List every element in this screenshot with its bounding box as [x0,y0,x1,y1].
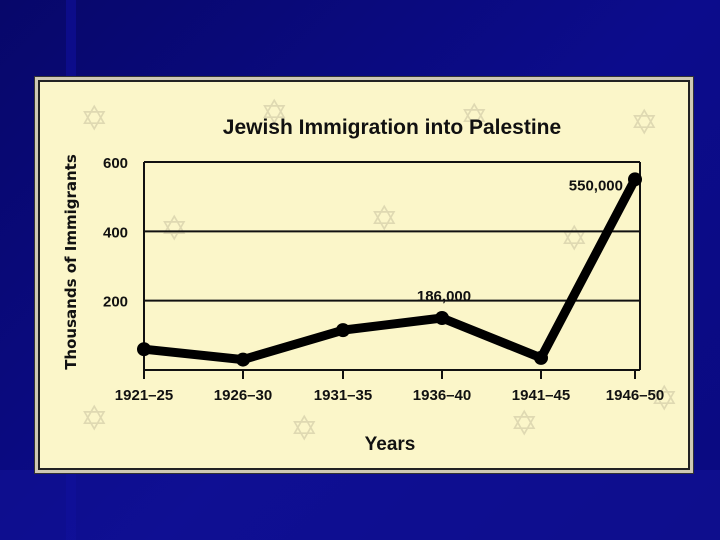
x-tick-label: 1936–40 [413,387,471,404]
x-tick-label: 1941–45 [512,387,570,404]
annotations: 186,000 550,000 [417,177,623,305]
chart-title: Jewish Immigration into Palestine [223,116,561,139]
y-axis-label: Thousands of Immigrants [62,154,80,370]
y-tick-label: 200 [103,294,128,311]
y-tick-labels: 200 400 600 [103,155,128,311]
data-point [628,172,642,187]
y-tick-label: 400 [103,224,128,241]
series-line-path [139,174,640,365]
star-watermark-icon: ✡ [290,409,319,449]
x-tick-label: 1931–35 [314,387,372,404]
star-watermark-icon: ✡ [260,93,289,133]
data-points [137,172,642,367]
series-line [139,174,640,365]
star-watermark-icon: ✡ [80,399,109,439]
data-label: 186,000 [417,288,471,305]
x-tick-label: 1946–50 [606,387,664,404]
star-watermark-icon: ✡ [460,97,489,137]
data-point [236,352,250,367]
x-tick-label: 1926–30 [214,387,272,404]
star-watermark-icon: ✡ [560,219,589,259]
star-watermark-icon: ✡ [650,379,679,419]
data-label: 550,000 [569,177,623,194]
x-tick-labels: 1921–25 1926–30 1931–35 1936–40 1941–45 1946–… [115,387,664,404]
star-watermark-icon: ✡ [80,99,109,139]
y-tick-label: 600 [103,155,128,172]
x-axis-label: Years [365,434,416,455]
data-point [435,311,449,325]
data-point [137,342,151,357]
star-watermark-icon: ✡ [510,404,539,444]
data-point [336,323,350,338]
axes [143,162,641,379]
data-point [534,350,548,365]
background-stripe [0,470,720,540]
x-tick-label: 1921–25 [115,387,173,404]
star-watermark-icon: ✡ [160,209,189,249]
star-watermark-icon: ✡ [630,103,659,143]
gridlines [144,161,640,302]
